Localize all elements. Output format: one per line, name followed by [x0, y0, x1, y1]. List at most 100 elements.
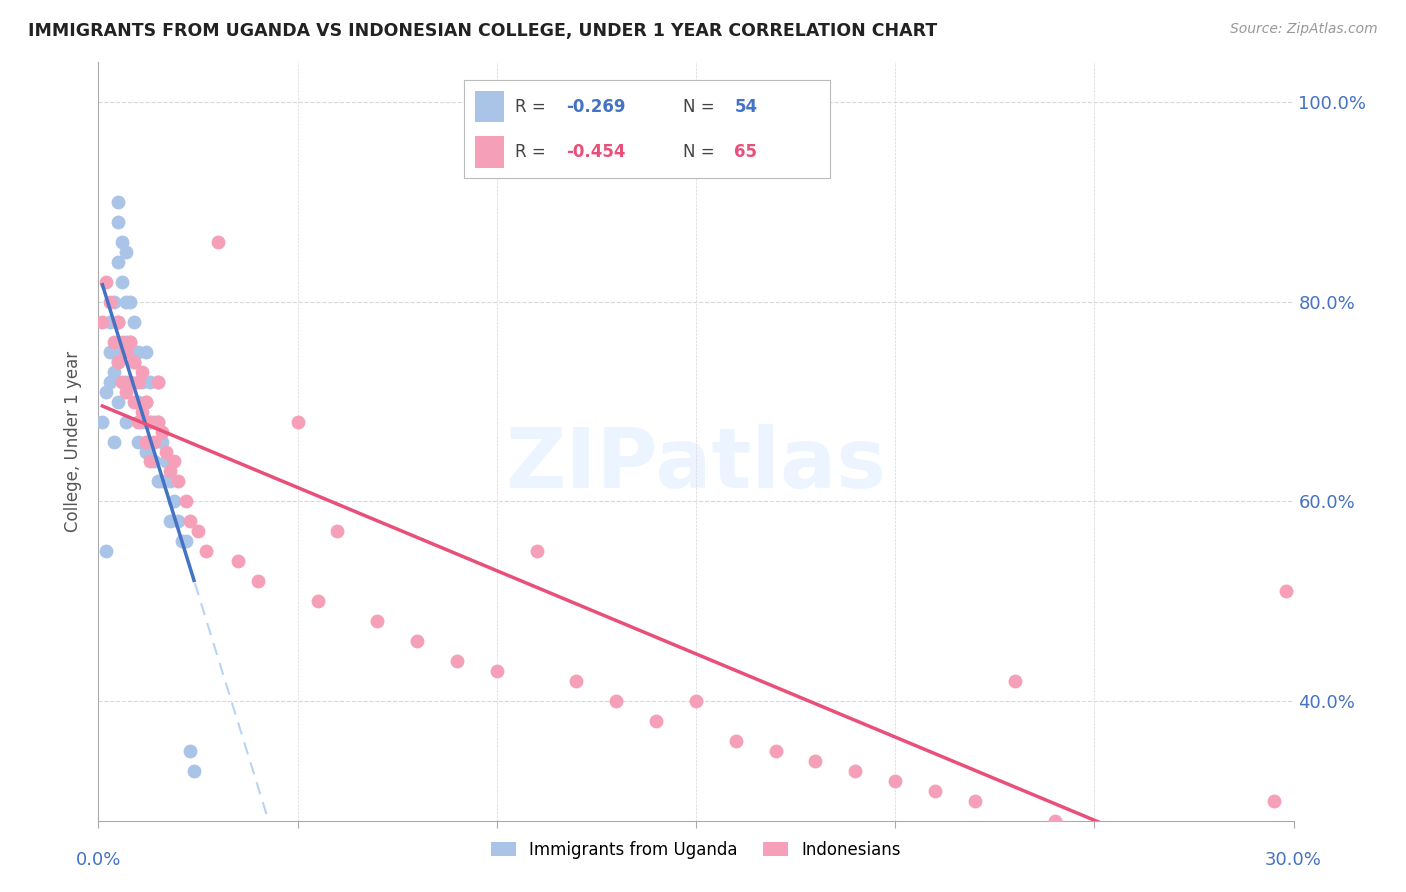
Point [115, 294, 138, 309]
Point [139, 375, 162, 389]
Y-axis label: College, Under 1 year: College, Under 1 year [65, 351, 83, 533]
Point [924, 783, 946, 797]
Point [107, 355, 129, 369]
Point [159, 465, 181, 479]
Point [143, 454, 166, 468]
Point [107, 215, 129, 229]
Point [226, 554, 249, 568]
Point [111, 375, 134, 389]
Point [98, 315, 122, 329]
Point [127, 344, 149, 359]
Point [1274, 584, 1296, 599]
Point [103, 294, 125, 309]
Point [143, 415, 166, 429]
Point [131, 415, 153, 429]
Point [91, 415, 114, 429]
Text: 54: 54 [734, 98, 758, 116]
Point [183, 764, 205, 778]
Point [685, 694, 707, 708]
Point [179, 514, 201, 528]
Point [115, 244, 138, 259]
Point [124, 355, 146, 369]
Text: 0.0%: 0.0% [76, 851, 121, 869]
Point [107, 394, 129, 409]
Point [1202, 854, 1225, 868]
Point [127, 434, 149, 449]
Bar [475, 91, 505, 122]
Point [485, 664, 508, 678]
Point [804, 754, 827, 768]
Point [107, 315, 129, 329]
Point [287, 415, 309, 429]
Point [91, 315, 114, 329]
Text: 30.0%: 30.0% [1265, 851, 1322, 869]
Point [526, 544, 548, 558]
Point [96, 384, 118, 399]
Point [115, 344, 138, 359]
Point [1243, 863, 1265, 878]
Point [174, 534, 197, 549]
Point [135, 444, 157, 458]
Text: N =: N = [683, 98, 720, 116]
Text: N =: N = [683, 143, 720, 161]
Point [1004, 673, 1026, 688]
Point [246, 574, 269, 589]
Point [120, 375, 142, 389]
Point [326, 524, 349, 539]
Point [115, 334, 138, 349]
Point [765, 744, 787, 758]
Point [167, 514, 190, 528]
Point [148, 415, 170, 429]
Point [605, 694, 627, 708]
Point [124, 394, 146, 409]
Point [406, 634, 429, 648]
Point [111, 235, 134, 249]
Point [155, 454, 177, 468]
Point [115, 415, 138, 429]
Text: Source: ZipAtlas.com: Source: ZipAtlas.com [1230, 22, 1378, 37]
Point [163, 494, 186, 508]
Point [135, 394, 157, 409]
Point [96, 544, 118, 558]
Text: R =: R = [515, 143, 551, 161]
Point [135, 344, 157, 359]
Point [120, 334, 142, 349]
Point [107, 255, 129, 269]
Point [1123, 833, 1146, 847]
Point [107, 355, 129, 369]
Point [167, 475, 190, 489]
Text: -0.454: -0.454 [567, 143, 626, 161]
Point [148, 415, 170, 429]
Point [131, 404, 153, 418]
Bar [475, 136, 505, 168]
Point [120, 375, 142, 389]
Point [139, 415, 162, 429]
Point [139, 415, 162, 429]
Text: -0.269: -0.269 [567, 98, 626, 116]
Text: 65: 65 [734, 143, 758, 161]
Point [107, 315, 129, 329]
Point [207, 235, 229, 249]
Point [127, 394, 149, 409]
Point [127, 375, 149, 389]
Text: R =: R = [515, 98, 551, 116]
Point [98, 375, 122, 389]
Point [127, 415, 149, 429]
Point [139, 454, 162, 468]
Text: IMMIGRANTS FROM UGANDA VS INDONESIAN COLLEGE, UNDER 1 YEAR CORRELATION CHART: IMMIGRANTS FROM UGANDA VS INDONESIAN COL… [28, 22, 938, 40]
Point [724, 734, 747, 748]
Point [195, 544, 218, 558]
Point [159, 475, 181, 489]
Point [148, 375, 170, 389]
Point [120, 334, 142, 349]
Point [179, 744, 201, 758]
Point [96, 275, 118, 289]
Point [155, 444, 177, 458]
Legend: Immigrants from Uganda, Indonesians: Immigrants from Uganda, Indonesians [485, 834, 907, 865]
Point [131, 375, 153, 389]
Point [159, 514, 181, 528]
Point [148, 475, 170, 489]
Point [645, 714, 668, 728]
Point [150, 425, 173, 439]
Point [1083, 823, 1105, 838]
